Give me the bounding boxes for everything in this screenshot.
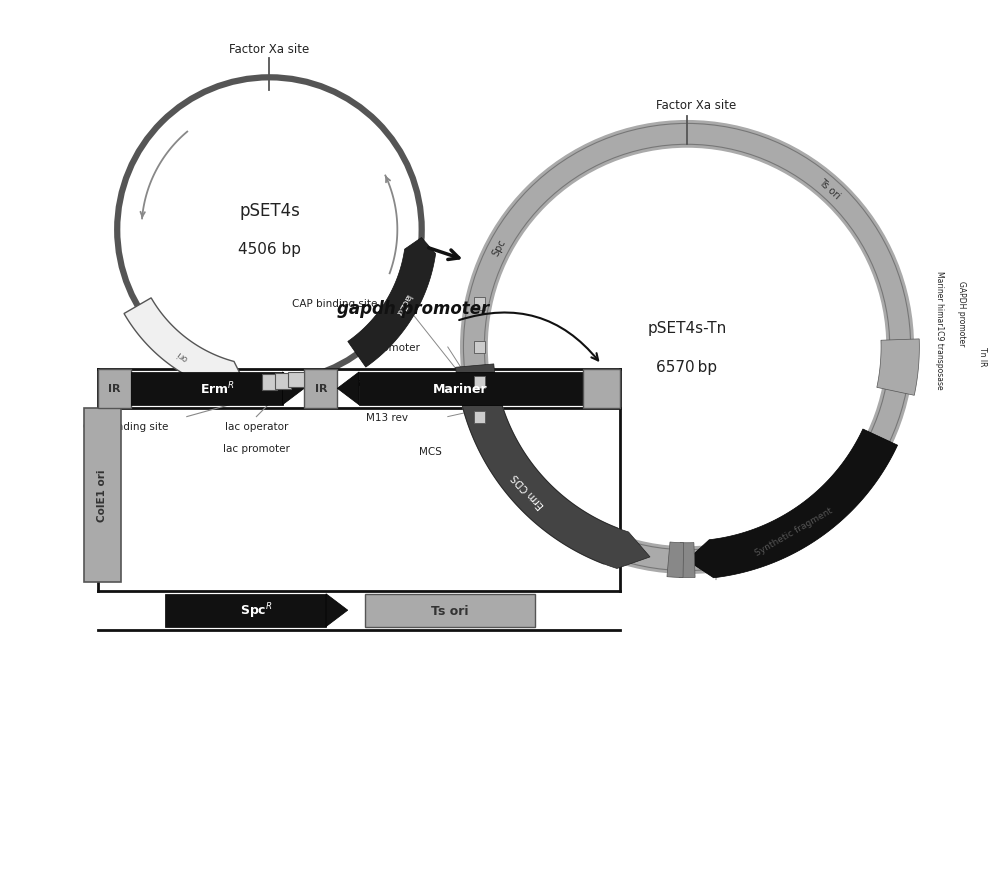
Polygon shape bbox=[326, 594, 348, 627]
Bar bbox=[474, 298, 485, 310]
Text: Spc: Spc bbox=[490, 237, 507, 258]
Polygon shape bbox=[877, 340, 919, 396]
Text: Tn IR: Tn IR bbox=[978, 347, 987, 366]
Text: M13 rev: M13 rev bbox=[366, 412, 408, 422]
Bar bbox=[84, 408, 121, 582]
Bar bbox=[275, 374, 291, 389]
Polygon shape bbox=[337, 373, 359, 405]
Text: Spc$^R$: Spc$^R$ bbox=[240, 600, 273, 620]
Bar bbox=[165, 594, 326, 627]
Text: IR: IR bbox=[108, 384, 121, 394]
Bar bbox=[474, 342, 485, 354]
Text: Tn IR: Tn IR bbox=[700, 562, 723, 571]
Bar bbox=[583, 369, 620, 408]
Text: pSET4s: pSET4s bbox=[239, 202, 300, 220]
Text: CAP binding site: CAP binding site bbox=[292, 299, 377, 309]
Text: lac promoter: lac promoter bbox=[353, 342, 420, 353]
Bar bbox=[262, 375, 277, 390]
Text: 4506 bp: 4506 bp bbox=[238, 242, 301, 257]
Text: MCS: MCS bbox=[419, 447, 442, 457]
Polygon shape bbox=[667, 542, 684, 578]
Text: pSET4s-Tn: pSET4s-Tn bbox=[647, 321, 727, 336]
Bar bbox=[365, 594, 535, 627]
Text: Mariner: Mariner bbox=[433, 382, 487, 395]
Text: lac operator: lac operator bbox=[225, 421, 288, 431]
Text: IR: IR bbox=[315, 384, 327, 394]
Bar bbox=[474, 411, 485, 423]
Text: lac operator: lac operator bbox=[355, 377, 419, 388]
Text: lacZα: lacZα bbox=[393, 292, 412, 316]
Polygon shape bbox=[679, 543, 695, 578]
Polygon shape bbox=[283, 373, 304, 405]
Text: Erm CDS: Erm CDS bbox=[511, 471, 547, 509]
Text: Erm$^R$: Erm$^R$ bbox=[200, 381, 235, 397]
Bar bbox=[474, 376, 485, 388]
Text: ColE1 ori: ColE1 ori bbox=[97, 469, 107, 521]
Text: GAPDH promoter: GAPDH promoter bbox=[957, 280, 966, 346]
Text: Mariner himar1C9 transposase: Mariner himar1C9 transposase bbox=[935, 271, 944, 389]
Text: Ts ori: Ts ori bbox=[431, 604, 469, 617]
Polygon shape bbox=[463, 398, 632, 564]
Bar bbox=[98, 369, 131, 408]
Bar bbox=[304, 369, 337, 408]
Text: CAP binding site: CAP binding site bbox=[83, 421, 169, 431]
Bar bbox=[359, 373, 583, 405]
Text: gapdh promoter: gapdh promoter bbox=[337, 299, 489, 317]
Text: lac promoter: lac promoter bbox=[223, 443, 290, 453]
Bar bbox=[131, 373, 283, 405]
Text: Factor Xa site: Factor Xa site bbox=[229, 43, 310, 56]
Text: ori: ori bbox=[175, 348, 190, 362]
Text: ori: ori bbox=[528, 490, 544, 506]
Polygon shape bbox=[456, 364, 650, 569]
Polygon shape bbox=[687, 429, 898, 578]
Text: Ts ori: Ts ori bbox=[817, 177, 842, 202]
Text: 6570 bp: 6570 bp bbox=[656, 359, 718, 375]
Polygon shape bbox=[124, 299, 243, 392]
Text: Factor Xa site: Factor Xa site bbox=[656, 99, 736, 112]
Text: Synthetic fragment: Synthetic fragment bbox=[753, 506, 834, 558]
Bar bbox=[288, 372, 304, 388]
Polygon shape bbox=[348, 238, 436, 368]
